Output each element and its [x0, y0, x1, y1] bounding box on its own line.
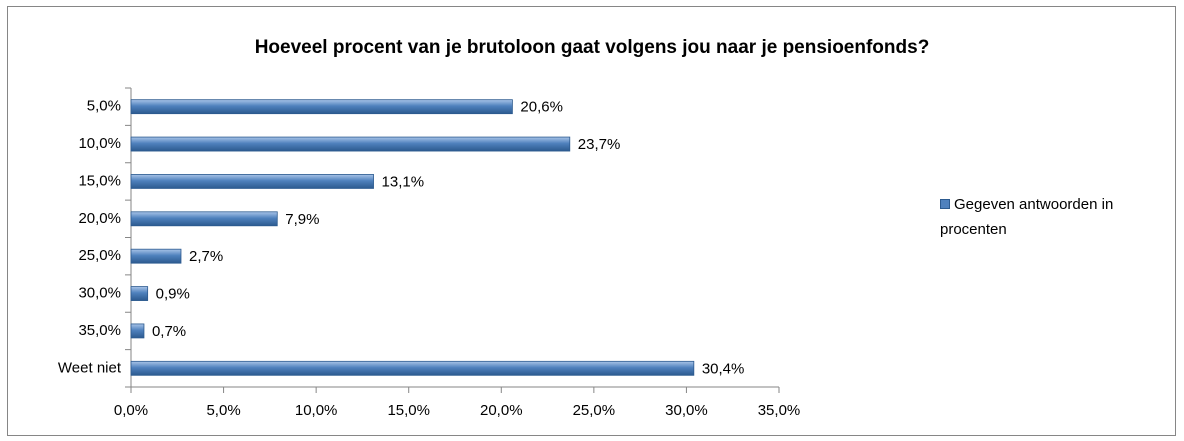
data-label: 2,7% — [189, 248, 223, 265]
x-tick-label: 0,0% — [114, 402, 148, 419]
bar — [130, 174, 374, 189]
data-label: 0,9% — [156, 286, 190, 303]
x-tick-label: 15,0% — [387, 402, 430, 419]
y-tick-label: 15,0% — [78, 172, 121, 189]
y-tick-label: 10,0% — [78, 135, 121, 152]
x-tick-label: 30,0% — [665, 402, 708, 419]
data-label: 20,6% — [520, 99, 563, 116]
bar — [130, 248, 182, 264]
data-label: 23,7% — [578, 136, 621, 153]
x-tick-label: 20,0% — [480, 402, 523, 419]
x-tick-label: 5,0% — [206, 402, 240, 419]
y-tick-label: 5,0% — [87, 98, 121, 115]
data-label: 7,9% — [285, 211, 319, 228]
bar — [130, 286, 149, 301]
x-tick-label: 25,0% — [573, 402, 616, 419]
y-tick-label: 30,0% — [78, 285, 121, 302]
y-tick-label: Weet niet — [58, 359, 122, 376]
bar — [130, 323, 145, 339]
data-label: 0,7% — [152, 323, 186, 340]
legend-label: Gegeven antwoorden in procenten — [940, 196, 1114, 238]
data-label: 30,4% — [702, 360, 745, 377]
x-tick-label: 35,0% — [758, 402, 801, 419]
legend: Gegeven antwoorden in procenten — [940, 192, 1170, 242]
bar — [130, 211, 278, 227]
chart-title: Hoeveel procent van je brutoloon gaat vo… — [255, 37, 930, 58]
data-label: 13,1% — [382, 173, 425, 190]
bar — [130, 360, 695, 376]
bar — [130, 136, 571, 152]
y-tick-label: 20,0% — [78, 210, 121, 227]
y-tick-label: 25,0% — [78, 247, 121, 264]
y-tick-label: 35,0% — [78, 322, 121, 339]
x-tick-label: 10,0% — [295, 402, 338, 419]
bar — [130, 99, 513, 115]
legend-swatch — [940, 199, 950, 209]
